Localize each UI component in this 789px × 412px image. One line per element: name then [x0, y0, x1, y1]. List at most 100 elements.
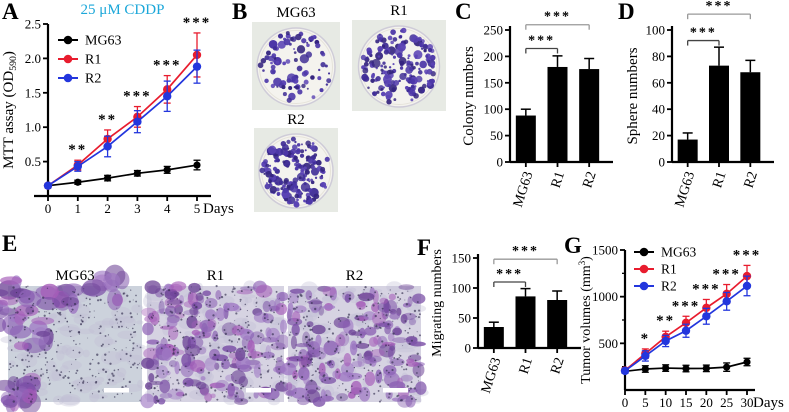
migration-micrograph-r1 [140, 280, 292, 409]
svg-text:Migrating numbers: Migrating numbers [430, 249, 445, 357]
svg-text:***: *** [496, 267, 523, 282]
svg-text:150: 150 [452, 251, 472, 266]
svg-text:1500: 1500 [592, 243, 618, 258]
micrograph-label-r1: R1 [206, 268, 225, 284]
panel-c-letter: C [455, 0, 472, 24]
svg-text:80: 80 [652, 49, 665, 64]
svg-text:Tumor volumes (mm3): Tumor volumes (mm3) [577, 256, 594, 384]
svg-text:R1: R1 [85, 53, 101, 68]
dish-label-r1: R1 [390, 3, 408, 19]
svg-text:200: 200 [484, 49, 504, 64]
svg-text:10: 10 [659, 395, 672, 410]
colony-dish-image-r1 [352, 20, 446, 111]
svg-text:5: 5 [194, 201, 201, 216]
svg-text:***: *** [544, 10, 571, 25]
svg-text:250: 250 [484, 23, 504, 38]
svg-text:***: *** [672, 298, 701, 314]
svg-text:0: 0 [465, 341, 472, 356]
svg-text:4: 4 [164, 201, 171, 216]
svg-text:50: 50 [458, 311, 471, 326]
svg-text:MG63: MG63 [673, 170, 699, 209]
svg-text:Colony numbers: Colony numbers [461, 46, 477, 146]
svg-text:0: 0 [659, 155, 666, 170]
svg-text:0: 0 [622, 395, 629, 410]
micrograph-label-r2: R2 [345, 268, 364, 284]
dish-label-mg63: MG63 [276, 5, 316, 21]
svg-text:***: *** [733, 247, 762, 263]
svg-text:1.5: 1.5 [25, 85, 41, 100]
svg-text:2: 2 [104, 201, 111, 216]
dish-label-r2: R2 [287, 112, 305, 128]
svg-text:Days: Days [753, 395, 784, 411]
svg-text:20: 20 [700, 395, 713, 410]
svg-text:***: *** [512, 244, 539, 259]
svg-text:R2: R2 [85, 72, 101, 87]
svg-text:2.5: 2.5 [25, 17, 41, 32]
svg-text:0: 0 [45, 201, 52, 216]
svg-text:***: *** [153, 58, 182, 74]
svg-text:R2: R2 [548, 356, 567, 376]
micrograph-label-mg63: MG63 [55, 268, 95, 284]
mtt-assay-line-chart: 0.5 1.0 1.5 2.0 2.5 0 1 2 3 4 5 Days 25 μM CDDP MTT a… [1, 2, 234, 217]
svg-text:Days: Days [203, 201, 234, 217]
svg-text:2.0: 2.0 [25, 51, 41, 66]
svg-text:R1: R1 [661, 262, 677, 277]
colony-numbers-bar-chart: 0 50 100 150 200 250 Colony numbers MG63 R1 R2 ***… [461, 10, 613, 209]
colony-dish-image-mg63 [252, 22, 340, 110]
svg-text:R1: R1 [710, 170, 729, 190]
svg-text:MG63: MG63 [479, 356, 505, 395]
panel-a-letter: A [2, 0, 19, 24]
svg-text:***: *** [706, 0, 733, 14]
svg-text:1.0: 1.0 [25, 120, 41, 135]
migration-micrograph-mg63 [0, 264, 150, 412]
svg-text:*: * [641, 331, 651, 347]
migrating-numbers-bar-chart: 0 50 100 150 Migrating numbers MG63 R1 R2 *** *** [430, 244, 581, 395]
svg-text:***: *** [183, 15, 212, 31]
svg-text:***: *** [123, 89, 152, 105]
svg-text:25: 25 [720, 395, 733, 410]
svg-text:**: ** [656, 313, 675, 329]
svg-text:100: 100 [646, 23, 666, 38]
svg-text:1000: 1000 [592, 289, 618, 304]
panel-e-letter: E [2, 231, 18, 256]
colony-dish-image-r2 [254, 128, 338, 212]
svg-text:R1: R1 [517, 356, 536, 376]
svg-text:Sphere numbers: Sphere numbers [625, 47, 641, 144]
svg-text:0: 0 [497, 155, 504, 170]
svg-text:MG63: MG63 [661, 245, 697, 260]
svg-text:***: *** [692, 281, 721, 297]
svg-text:15: 15 [680, 395, 693, 410]
svg-text:**: ** [98, 112, 117, 128]
svg-text:100: 100 [484, 102, 504, 117]
migration-micrograph-r2 [280, 281, 429, 408]
panel-f-letter: F [417, 235, 432, 260]
svg-text:30: 30 [741, 395, 754, 410]
svg-text:0.5: 0.5 [25, 154, 41, 169]
svg-text:25 μM CDDP: 25 μM CDDP [81, 2, 165, 18]
svg-text:100: 100 [452, 281, 472, 296]
svg-text:R2: R2 [580, 170, 599, 190]
svg-text:***: *** [528, 33, 555, 48]
svg-text:40: 40 [652, 102, 665, 117]
panel-d-letter: D [618, 0, 635, 24]
svg-text:MTT assay (OD590): MTT assay (OD590) [1, 51, 19, 169]
svg-text:5: 5 [642, 395, 649, 410]
svg-text:**: ** [68, 142, 87, 158]
svg-text:R2: R2 [661, 279, 677, 294]
tumor-volumes-line-chart: 500 1000 1500 0 5 10 15 20 25 30 Days Tumor volumes… [577, 243, 784, 412]
svg-text:R2: R2 [742, 170, 761, 190]
panel-g-letter: G [564, 233, 582, 258]
svg-text:60: 60 [652, 75, 665, 90]
svg-text:500: 500 [599, 336, 619, 351]
svg-text:3: 3 [134, 201, 141, 216]
svg-text:1: 1 [75, 201, 82, 216]
svg-text:MG63: MG63 [511, 170, 537, 209]
svg-text:***: *** [712, 267, 741, 283]
svg-text:MG63: MG63 [85, 34, 122, 49]
svg-text:20: 20 [652, 128, 665, 143]
sphere-numbers-bar-chart: 0 20 40 60 80 100 Sphere numbers MG63 R1 R2 *** *** [625, 0, 774, 209]
svg-text:50: 50 [490, 128, 503, 143]
panel-b-letter: B [232, 0, 248, 24]
svg-text:R1: R1 [549, 170, 568, 190]
